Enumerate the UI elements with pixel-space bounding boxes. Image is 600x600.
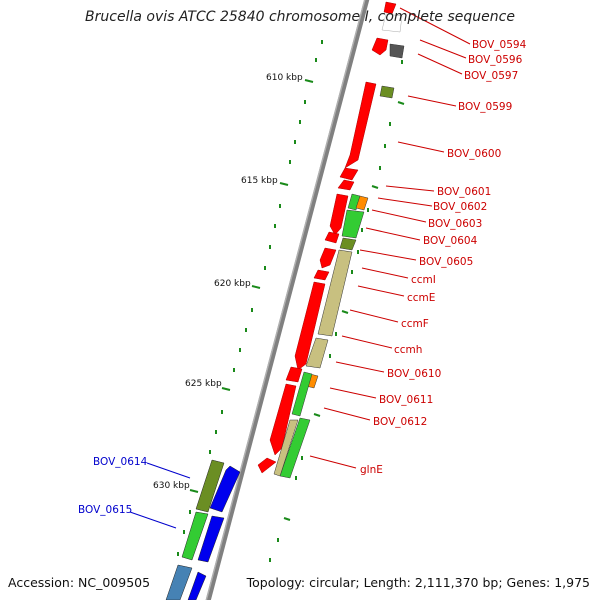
- kbp-label: 615 kbp: [241, 176, 278, 186]
- label-leaders-left: [129, 462, 191, 529]
- gene-feature: [329, 193, 349, 236]
- genes-left-cluster[interactable]: [165, 459, 241, 600]
- gene-label: BOV_0605: [419, 256, 473, 268]
- gene-feature: [273, 419, 299, 477]
- gene-label: BOV_0611: [379, 394, 433, 406]
- gene-label: BOV_0610: [387, 368, 441, 380]
- gene-feature: [269, 383, 297, 456]
- gene-feature: [257, 457, 277, 474]
- gene-label: BOV_0601: [437, 186, 491, 198]
- tick-615kbp: [279, 182, 289, 186]
- gene-feature: [291, 371, 313, 417]
- tick-620kbp: [251, 285, 261, 289]
- gene-label: BOV_0594: [472, 39, 527, 51]
- gene-feature: [339, 237, 357, 251]
- accession-text: Accession: NC_009505: [8, 575, 153, 590]
- kbp-label: 620 kbp: [214, 279, 251, 289]
- gene-feature: [285, 366, 303, 383]
- kbp-label: 610 kbp: [266, 73, 303, 83]
- topology-text: Topology: circular; Length: 2,111,370 bp…: [246, 575, 590, 590]
- gene-feature: [379, 85, 395, 99]
- gene-label: BOV_0599: [458, 101, 512, 113]
- kbp-label: 625 kbp: [185, 379, 222, 389]
- gene-label: BOV_0602: [433, 201, 487, 213]
- label-leaders: [309, 7, 471, 469]
- gene-label: glnE: [360, 464, 383, 476]
- gene-feature: [305, 337, 329, 369]
- gene-bov-0615: [181, 511, 209, 561]
- gene-feature: [319, 247, 337, 269]
- tick-610kbp: [304, 79, 314, 83]
- tick-630kbp: [189, 489, 199, 493]
- gene-feature: [313, 269, 330, 281]
- gene-label: BOV_0596: [468, 54, 523, 66]
- gene-label: BOV_0603: [428, 218, 482, 230]
- gene-feature: [339, 167, 359, 181]
- gene-feature: [209, 465, 241, 513]
- gene-label: BOV_0597: [464, 70, 518, 82]
- gene-feature: [294, 281, 326, 371]
- gene-feature: [383, 1, 397, 15]
- gene-label: ccmI: [411, 274, 436, 286]
- gene-label: BOV_0614: [93, 456, 148, 468]
- chromosome-backbone: [205, 0, 370, 600]
- kbp-labels: 610 kbp 615 kbp 620 kbp 625 kbp 630 kbp: [153, 73, 303, 491]
- kbp-label: 630 kbp: [153, 481, 190, 491]
- gene-label: ccmh: [394, 344, 422, 356]
- genes-reverse-strand[interactable]: [257, 1, 397, 474]
- gene-feature: [279, 417, 311, 479]
- position-ticks: [177, 40, 323, 556]
- gene-feature: [197, 515, 225, 563]
- tick-625kbp: [221, 387, 231, 391]
- gene-label: BOV_0600: [447, 148, 501, 160]
- gene-feature: [317, 249, 353, 337]
- genes-top[interactable]: [381, 13, 403, 33]
- gene-feature: [324, 231, 340, 244]
- gene-label: BOV_0604: [423, 235, 478, 247]
- gene-label: ccmF: [401, 318, 429, 330]
- map-title: Brucella ovis ATCC 25840 chromosome I, c…: [85, 9, 515, 25]
- gene-labels-right: BOV_0594 BOV_0596 BOV_0597 BOV_0599 BOV_…: [360, 39, 527, 476]
- genes-forward-strand[interactable]: [273, 43, 405, 479]
- gene-feature: [165, 564, 193, 600]
- gene-label: ccmE: [407, 292, 435, 304]
- gene-feature: [381, 13, 403, 33]
- gene-label: BOV_0615: [78, 504, 132, 516]
- gene-feature: [341, 209, 365, 239]
- gene-feature: [187, 571, 207, 600]
- gene-feature: [371, 37, 389, 56]
- inner-ticks: [269, 60, 405, 562]
- gene-bov-0614: [195, 459, 225, 513]
- gene-feature: [344, 81, 377, 169]
- gene-labels-left: BOV_0614 BOV_0615: [78, 456, 148, 516]
- gene-label: BOV_0612: [373, 416, 427, 428]
- gene-feature: [337, 179, 355, 191]
- gene-feature: [355, 195, 369, 211]
- gene-feature: [389, 43, 405, 59]
